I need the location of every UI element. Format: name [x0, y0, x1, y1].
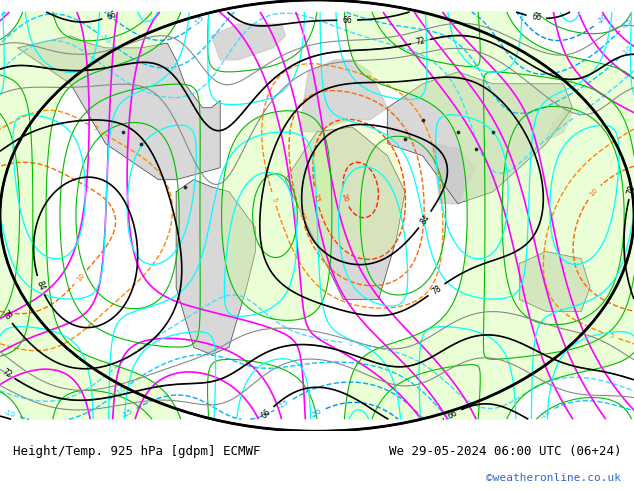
Text: 66: 66: [105, 9, 118, 22]
Polygon shape: [176, 180, 256, 355]
Text: 78: 78: [626, 184, 634, 196]
Text: 66: 66: [342, 16, 353, 24]
Text: -15: -15: [121, 408, 134, 419]
Text: 84: 84: [34, 279, 46, 292]
Text: 66: 66: [446, 408, 459, 420]
Text: -15: -15: [277, 399, 290, 410]
Text: -10: -10: [115, 385, 127, 396]
Text: -20: -20: [596, 13, 609, 25]
Text: 15: 15: [313, 193, 320, 203]
Text: 5: 5: [92, 125, 99, 132]
Text: -10: -10: [99, 33, 112, 45]
Point: [400, 135, 410, 143]
Text: 72: 72: [415, 36, 426, 47]
Polygon shape: [387, 72, 573, 204]
Text: 78: 78: [0, 309, 13, 322]
Polygon shape: [18, 36, 220, 180]
Text: 72: 72: [0, 367, 13, 380]
Text: -20: -20: [310, 408, 323, 419]
Point: [180, 183, 190, 191]
Text: Height/Temp. 925 hPa [gdpm] ECMWF: Height/Temp. 925 hPa [gdpm] ECMWF: [13, 445, 260, 458]
Polygon shape: [432, 144, 476, 204]
Point: [118, 128, 128, 136]
Ellipse shape: [0, 0, 634, 431]
Polygon shape: [519, 251, 590, 312]
Text: 10: 10: [297, 212, 306, 222]
Text: 66: 66: [531, 12, 542, 23]
Text: -10: -10: [621, 44, 633, 56]
Ellipse shape: [0, 0, 634, 431]
Text: 10: 10: [589, 187, 599, 198]
Polygon shape: [299, 60, 387, 132]
Text: ©weatheronline.co.uk: ©weatheronline.co.uk: [486, 473, 621, 483]
Polygon shape: [285, 127, 405, 299]
Point: [488, 128, 498, 136]
Text: 78: 78: [430, 283, 443, 296]
Text: 66: 66: [260, 407, 273, 420]
Point: [470, 145, 481, 152]
Text: -10: -10: [539, 408, 552, 419]
Text: 5: 5: [609, 332, 615, 340]
Polygon shape: [546, 108, 573, 139]
Polygon shape: [211, 24, 285, 60]
Point: [418, 116, 428, 123]
Point: [136, 140, 146, 147]
Text: 10: 10: [75, 272, 86, 282]
Text: -5: -5: [347, 340, 354, 347]
Text: 20: 20: [341, 193, 349, 203]
Text: -15: -15: [193, 14, 205, 26]
Text: We 29-05-2024 06:00 UTC (06+24): We 29-05-2024 06:00 UTC (06+24): [389, 445, 621, 458]
Text: -15: -15: [621, 17, 634, 29]
Text: -5: -5: [575, 109, 585, 118]
Text: -10: -10: [3, 410, 16, 418]
Point: [453, 128, 463, 136]
Text: 84: 84: [418, 213, 431, 226]
Text: 5: 5: [271, 196, 278, 202]
